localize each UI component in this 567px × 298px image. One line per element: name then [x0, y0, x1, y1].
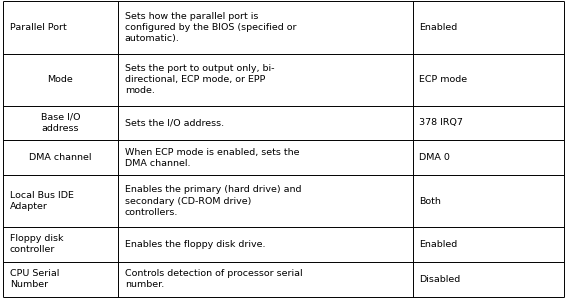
- Text: Both: Both: [420, 197, 441, 206]
- Text: Enabled: Enabled: [420, 240, 458, 249]
- Text: Parallel Port: Parallel Port: [10, 23, 66, 32]
- Text: Sets the I/O address.: Sets the I/O address.: [125, 119, 224, 128]
- Text: ECP mode: ECP mode: [420, 75, 468, 84]
- Text: When ECP mode is enabled, sets the
DMA channel.: When ECP mode is enabled, sets the DMA c…: [125, 148, 299, 168]
- Text: CPU Serial
Number: CPU Serial Number: [10, 269, 59, 289]
- Text: Disabled: Disabled: [420, 275, 460, 284]
- Text: 378 IRQ7: 378 IRQ7: [420, 119, 463, 128]
- Text: Mode: Mode: [48, 75, 73, 84]
- Text: Enables the primary (hard drive) and
secondary (CD-ROM drive)
controllers.: Enables the primary (hard drive) and sec…: [125, 185, 301, 217]
- Text: DMA 0: DMA 0: [420, 153, 450, 162]
- Text: Floppy disk
controller: Floppy disk controller: [10, 235, 63, 254]
- Text: Enabled: Enabled: [420, 23, 458, 32]
- Text: Base I/O
address: Base I/O address: [41, 113, 80, 133]
- Text: Enables the floppy disk drive.: Enables the floppy disk drive.: [125, 240, 265, 249]
- Text: Local Bus IDE
Adapter: Local Bus IDE Adapter: [10, 191, 74, 211]
- Text: Sets how the parallel port is
configured by the BIOS (specified or
automatic).: Sets how the parallel port is configured…: [125, 12, 296, 43]
- Text: Controls detection of processor serial
number.: Controls detection of processor serial n…: [125, 269, 302, 289]
- Text: Sets the port to output only, bi-
directional, ECP mode, or EPP
mode.: Sets the port to output only, bi- direct…: [125, 64, 274, 95]
- Text: DMA channel: DMA channel: [29, 153, 92, 162]
